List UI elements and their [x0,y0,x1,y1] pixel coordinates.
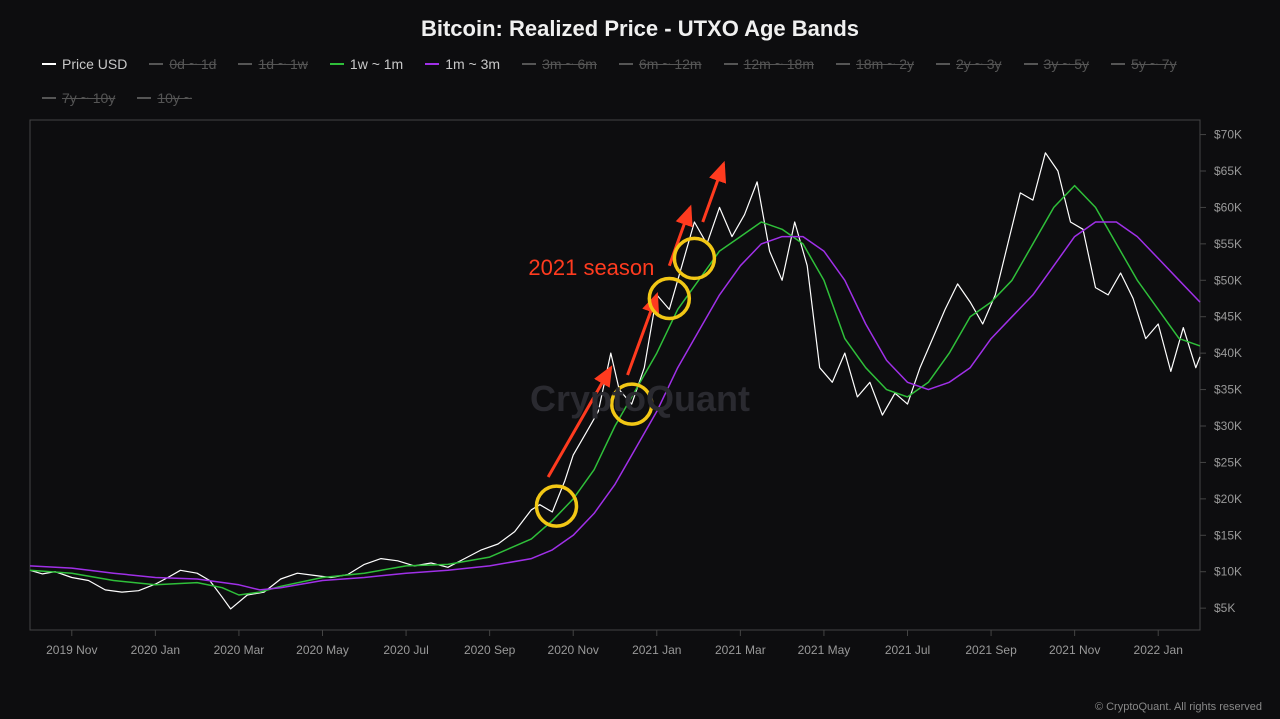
legend-swatch [149,63,163,65]
chart-title: Bitcoin: Realized Price - UTXO Age Bands [0,0,1280,42]
legend-item[interactable]: 6m ~ 12m [619,56,702,72]
legend-swatch [619,63,633,65]
svg-text:2022 Jan: 2022 Jan [1134,643,1183,657]
legend-item[interactable]: 1w ~ 1m [330,56,403,72]
legend-item[interactable]: 3y ~ 5y [1024,56,1090,72]
svg-text:$55K: $55K [1214,237,1242,251]
legend-swatch [330,63,344,65]
svg-text:2021 May: 2021 May [798,643,851,657]
legend-swatch [1111,63,1125,65]
legend-swatch [724,63,738,65]
legend: Price USD 0d ~ 1d 1d ~ 1w 1w ~ 1m 1m ~ 3m 3m … [0,42,1280,106]
legend-label: 1d ~ 1w [258,56,307,72]
legend-swatch [425,63,439,65]
chart-area: CryptoQuant $5K$10K$15K$20K$25K$30K$35K$… [20,115,1260,675]
legend-label: 3m ~ 6m [542,56,597,72]
legend-label: 1w ~ 1m [350,56,403,72]
legend-swatch [42,97,56,99]
svg-text:2021 Jul: 2021 Jul [885,643,930,657]
svg-text:$20K: $20K [1214,492,1242,506]
legend-label: 3y ~ 5y [1044,56,1090,72]
legend-swatch [836,63,850,65]
svg-text:2020 Nov: 2020 Nov [548,643,599,657]
legend-item[interactable]: 12m ~ 18m [724,56,814,72]
legend-item[interactable]: Price USD [42,56,127,72]
svg-text:$35K: $35K [1214,383,1242,397]
legend-swatch [238,63,252,65]
annotation-label: 2021 season [528,255,654,281]
legend-item[interactable]: 0d ~ 1d [149,56,216,72]
legend-item[interactable]: 5y ~ 7y [1111,56,1177,72]
legend-label: 2y ~ 3y [956,56,1002,72]
legend-label: 18m ~ 2y [856,56,914,72]
legend-swatch [1024,63,1038,65]
svg-text:2021 Mar: 2021 Mar [715,643,766,657]
legend-item[interactable]: 7y ~ 10y [42,90,115,106]
svg-text:$15K: $15K [1214,528,1242,542]
svg-text:2021 Jan: 2021 Jan [632,643,681,657]
legend-label: 0d ~ 1d [169,56,216,72]
legend-item[interactable]: 1d ~ 1w [238,56,307,72]
legend-label: Price USD [62,56,127,72]
legend-label: 1m ~ 3m [445,56,500,72]
legend-label: 12m ~ 18m [744,56,814,72]
svg-text:2021 Sep: 2021 Sep [965,643,1017,657]
svg-text:$60K: $60K [1214,200,1242,214]
svg-text:2020 Sep: 2020 Sep [464,643,516,657]
legend-swatch [42,63,56,65]
copyright: © CryptoQuant. All rights reserved [1095,701,1262,713]
legend-label: 7y ~ 10y [62,90,115,106]
svg-text:$10K: $10K [1214,565,1242,579]
svg-text:$30K: $30K [1214,419,1242,433]
legend-item[interactable]: 3m ~ 6m [522,56,597,72]
svg-text:2021 Nov: 2021 Nov [1049,643,1100,657]
legend-swatch [936,63,950,65]
svg-text:$70K: $70K [1214,128,1242,142]
svg-text:$25K: $25K [1214,455,1242,469]
svg-text:2020 Jan: 2020 Jan [131,643,180,657]
svg-text:$40K: $40K [1214,346,1242,360]
legend-item[interactable]: 2y ~ 3y [936,56,1002,72]
svg-text:$50K: $50K [1214,273,1242,287]
svg-text:$65K: $65K [1214,164,1242,178]
legend-item[interactable]: 10y ~ [137,90,192,106]
legend-label: 10y ~ [157,90,192,106]
svg-text:$5K: $5K [1214,601,1235,615]
line-chart: $5K $10K $15K $20K $25K $30K $35K $40K $45K $50K $… [20,115,1260,675]
legend-item[interactable]: 18m ~ 2y [836,56,914,72]
legend-swatch [137,97,151,99]
legend-label: 5y ~ 7y [1131,56,1177,72]
svg-text:2019 Nov: 2019 Nov [46,643,97,657]
svg-text:$45K: $45K [1214,310,1242,324]
legend-swatch [522,63,536,65]
svg-text:2020 Mar: 2020 Mar [214,643,265,657]
svg-text:2020 May: 2020 May [296,643,349,657]
legend-item[interactable]: 1m ~ 3m [425,56,500,72]
svg-text:2020 Jul: 2020 Jul [383,643,428,657]
legend-label: 6m ~ 12m [639,56,702,72]
